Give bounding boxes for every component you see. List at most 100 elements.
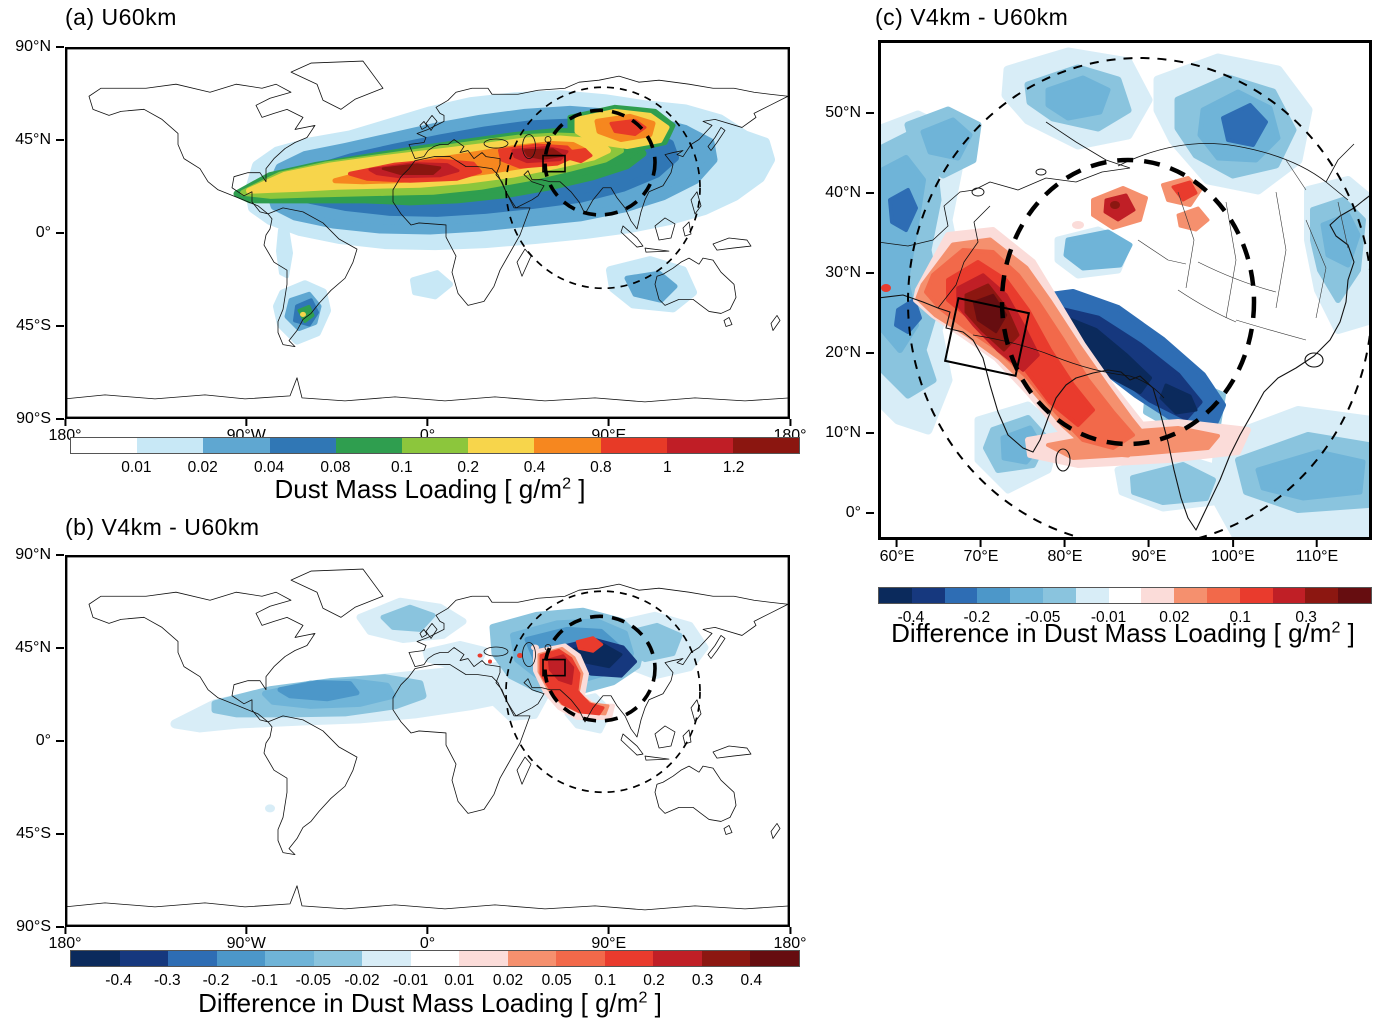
colorbar-segment bbox=[410, 951, 460, 966]
colorbar-tick-label: -0.2 bbox=[202, 972, 230, 989]
colorbar-tick-label: -0.4 bbox=[897, 609, 925, 626]
colorbar-segment bbox=[653, 951, 702, 966]
x-tick-label: 60°E bbox=[879, 548, 915, 565]
colorbar-caption-c: Difference in Dust Mass Loading [ g/m2 ] bbox=[868, 618, 1378, 649]
colorbar-tick-label: 0.3 bbox=[1295, 609, 1317, 626]
colorbar-segment bbox=[401, 438, 469, 453]
colorbar-tick-label: 0.02 bbox=[187, 459, 218, 476]
colorbar-tick-label: 0.04 bbox=[253, 459, 285, 476]
caption-superscript: 2 bbox=[638, 988, 648, 1007]
colorbar-segment bbox=[556, 951, 605, 966]
panel-b-x-axis: 180° 90°W 0° 90°E 180° bbox=[48, 927, 806, 953]
colorbar-segment bbox=[604, 951, 654, 966]
colorbar-a: 0.01 0.02 0.04 0.08 0.1 0.2 0.4 0.8 1 1.2 bbox=[70, 437, 800, 479]
y-tick-label: 45°S bbox=[16, 825, 64, 843]
colorbar-tick-label: -0.01 bbox=[392, 972, 429, 989]
y-tick-label: 50°N bbox=[825, 104, 874, 122]
caption-superscript: 2 bbox=[1331, 618, 1341, 637]
colorbar-caption-a: Dust Mass Loading [ g/m2 ] bbox=[65, 474, 795, 505]
colorbar-segment bbox=[1010, 588, 1043, 603]
map-frame-a bbox=[65, 47, 790, 419]
colorbar-segment bbox=[1305, 588, 1339, 603]
y-tick-label: 90°N bbox=[15, 546, 64, 564]
colorbar-segment bbox=[701, 951, 751, 966]
colorbar-segment bbox=[600, 438, 667, 453]
panel-a-y-axis: 90°N 45°N 0° 45°S 90°S bbox=[0, 38, 64, 427]
coastlines-and-borders-c bbox=[878, 121, 1372, 531]
colorbar-segment bbox=[666, 438, 733, 453]
colorbar-segment bbox=[732, 438, 800, 453]
colorbar-tick-label: 1.2 bbox=[722, 459, 745, 476]
colorbar-segment bbox=[1042, 588, 1076, 603]
x-tick-label: 180° bbox=[773, 935, 807, 952]
colorbar-tick-label: 0.8 bbox=[590, 459, 612, 476]
colorbar-segment bbox=[879, 588, 912, 603]
x-tick-label: 90°W bbox=[226, 935, 266, 952]
x-tick-label: 90°E bbox=[1131, 548, 1167, 565]
y-tick-label: 90°N bbox=[15, 38, 64, 56]
x-tick-label: 110°E bbox=[1295, 548, 1339, 565]
colorbar-segment bbox=[507, 951, 557, 966]
y-tick-label: 30°N bbox=[825, 264, 874, 282]
colorbar-segment bbox=[534, 438, 601, 453]
colorbar-b: -0.4 -0.3 -0.2 -0.1 -0.05 -0.02 -0.01 0.01 0.02 0… bbox=[70, 950, 800, 992]
colorbar-segment bbox=[1239, 588, 1273, 603]
colorbar-segment bbox=[335, 438, 402, 453]
study-region-annotations-c bbox=[907, 57, 1372, 540]
colorbar-tick-label: 0.4 bbox=[740, 972, 763, 989]
caption-text: ] bbox=[1340, 618, 1355, 648]
caption-text: Difference in Dust Mass Loading [ g/m bbox=[198, 988, 639, 1018]
colorbar-segments bbox=[878, 587, 1372, 604]
colorbar-segment bbox=[203, 438, 270, 453]
colorbar-segment bbox=[750, 951, 799, 966]
colorbar-tick-label: 0.2 bbox=[457, 459, 479, 476]
difference-contours-c bbox=[878, 47, 1372, 540]
y-tick-label: 0° bbox=[846, 504, 874, 522]
colorbar-tick-label: -0.02 bbox=[344, 972, 380, 989]
y-tick-label: 45°N bbox=[15, 639, 64, 657]
y-tick-label: 90°S bbox=[16, 918, 64, 936]
colorbar-segment bbox=[1174, 588, 1207, 603]
colorbar-tick-label: 0.2 bbox=[643, 972, 665, 989]
colorbar-tick-label: -0.3 bbox=[153, 972, 181, 989]
colorbar-segment bbox=[71, 438, 138, 453]
colorbar-tick-label: -0.05 bbox=[295, 972, 331, 989]
x-tick-label: 80°E bbox=[1047, 548, 1083, 565]
colorbar-segment bbox=[313, 951, 363, 966]
panel-c-y-axis: 50°N 40°N 30°N 20°N 10°N 0° bbox=[810, 40, 874, 540]
colorbar-tick-label: 0.3 bbox=[691, 972, 714, 989]
colorbar-segments bbox=[70, 437, 800, 454]
x-tick-label: 180° bbox=[48, 935, 82, 952]
y-tick-label: 45°S bbox=[16, 317, 64, 335]
colorbar-tick-label: 0.02 bbox=[492, 972, 524, 989]
colorbar-tick-label: 0.08 bbox=[320, 459, 351, 476]
colorbar-segment bbox=[168, 951, 217, 966]
x-tick-label: 100°E bbox=[1211, 548, 1255, 565]
colorbar-segment bbox=[216, 951, 266, 966]
panel-c-x-axis: 60°E 70°E 80°E 90°E 100°E 110°E bbox=[878, 540, 1372, 568]
colorbar-tick-label: -0.05 bbox=[1024, 609, 1061, 626]
y-tick-label: 45°N bbox=[15, 131, 64, 149]
colorbar-tick-label: -0.2 bbox=[963, 609, 991, 626]
colorbar-tick-label: -0.4 bbox=[105, 972, 133, 989]
colorbar-segment bbox=[1338, 588, 1371, 603]
caption-text: Difference in Dust Mass Loading [ g/m bbox=[891, 618, 1332, 648]
colorbar-tick-label: 0.05 bbox=[541, 972, 572, 989]
x-tick-label: 70°E bbox=[963, 548, 999, 565]
colorbar-segments bbox=[70, 950, 800, 967]
panel-b-y-axis: 90°N 45°N 0° 45°S 90°S bbox=[0, 546, 64, 935]
y-tick-label: 20°N bbox=[825, 344, 874, 362]
colorbar-segment bbox=[1075, 588, 1109, 603]
map-frame-c bbox=[878, 40, 1372, 540]
colorbar-segment bbox=[269, 438, 336, 453]
colorbar-segment bbox=[362, 951, 411, 966]
panel-b-title: (b) V4km - U60km bbox=[65, 514, 260, 540]
colorbar-segment bbox=[265, 951, 314, 966]
caption-text: ] bbox=[571, 474, 586, 504]
caption-text: ] bbox=[647, 988, 662, 1018]
colorbar-segment bbox=[1206, 588, 1240, 603]
colorbar-caption-b: Difference in Dust Mass Loading [ g/m2 ] bbox=[65, 988, 795, 1019]
dust-loading-contours bbox=[233, 90, 775, 345]
study-region-annotations-a bbox=[505, 86, 701, 290]
